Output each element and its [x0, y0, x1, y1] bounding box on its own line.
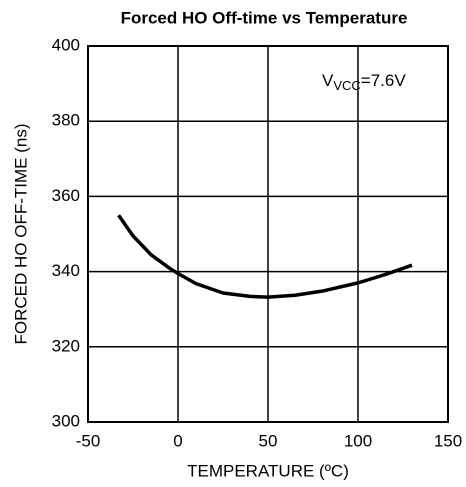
annotation: VVCC=7.6V [322, 71, 406, 93]
y-tick-label: 320 [52, 336, 80, 355]
x-axis-label: TEMPERATURE (ºC) [187, 461, 349, 480]
y-axis-label: FORCED HO OFF-TIME (ns) [11, 124, 30, 345]
y-tick-label: 340 [52, 261, 80, 280]
x-tick-label: 100 [344, 431, 372, 450]
plot-frame [87, 45, 449, 423]
x-tick-label: 50 [259, 431, 278, 450]
y-tick-label: 300 [52, 411, 80, 430]
annotation-sub: VCC [333, 78, 360, 93]
y-tick-label: 360 [52, 186, 80, 205]
x-tick-label: -50 [76, 431, 101, 450]
chart-title: Forced HO Off-time vs Temperature [121, 8, 408, 27]
x-tick-label: 150 [434, 431, 462, 450]
annotation-rest: =7.6V [361, 71, 407, 90]
y-tick-label: 400 [52, 35, 80, 54]
x-tick-label: 0 [173, 431, 182, 450]
y-tick-label: 380 [52, 111, 80, 130]
data-line [117, 214, 413, 299]
annotation-main: V [322, 71, 334, 90]
